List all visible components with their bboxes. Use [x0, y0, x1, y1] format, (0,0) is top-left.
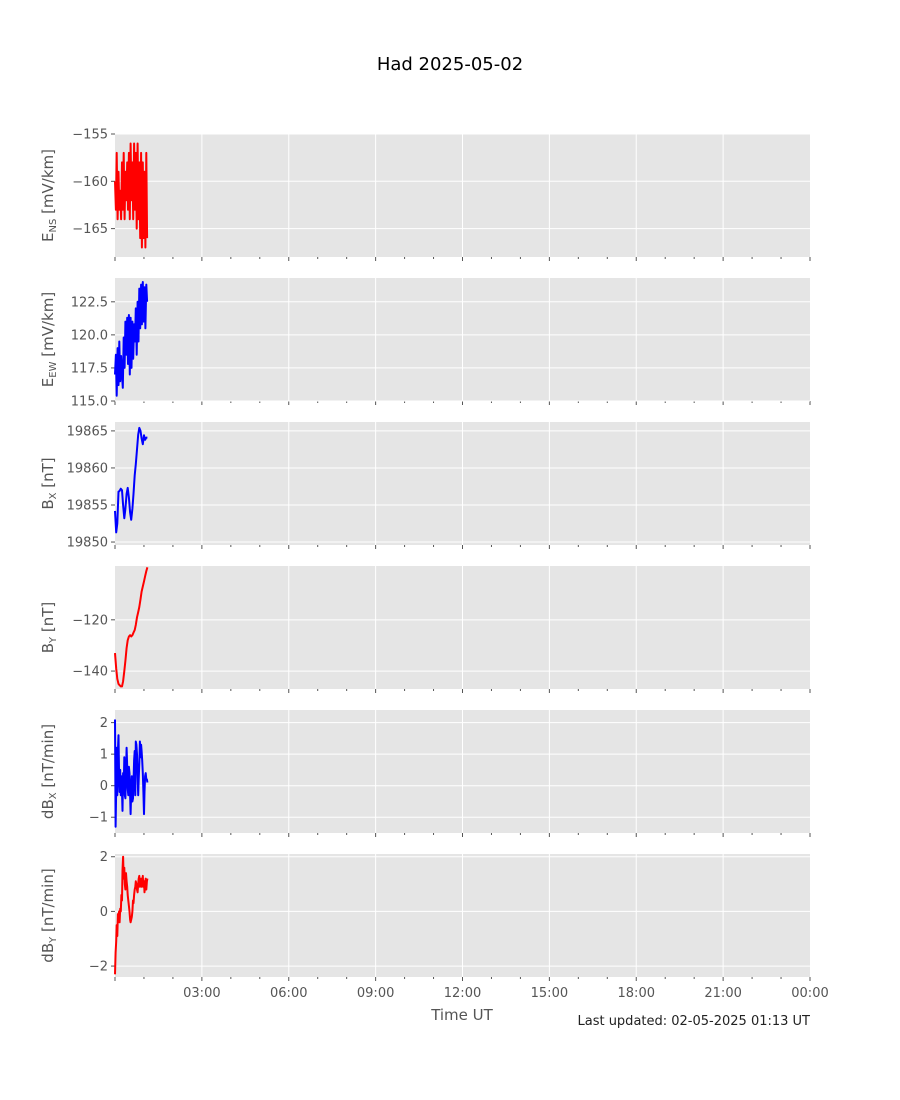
series-line	[114, 855, 149, 975]
x-tick-label: 12:00	[444, 986, 481, 1001]
panel-1: −155 −160 −165 ENS [mV/km]	[39, 128, 811, 261]
panel-2: 115.0 117.5 120.0 122.5 EEW [mV/km]	[39, 278, 811, 410]
y-tick-label: −2	[89, 960, 108, 975]
last-updated-note: Last updated: 02-05-2025 01:13 UT	[577, 1014, 810, 1029]
y-tick-label: 0	[100, 905, 108, 920]
y-axis-label: dBX [nT/min]	[39, 724, 59, 819]
x-tick-label: 03:00	[183, 986, 220, 1001]
y-tick-label: 120.0	[71, 328, 108, 343]
y-tick-label: 1	[100, 748, 108, 763]
x-tick-label: 09:00	[357, 986, 394, 1001]
y-tick-label: 0	[100, 779, 108, 794]
chart-title: Had 2025-05-02	[377, 54, 523, 75]
y-axis-label: BY [nT]	[39, 602, 59, 654]
y-tick-label: 117.5	[71, 361, 108, 376]
x-axis-label: Time UT	[430, 1006, 493, 1024]
y-tick-label: 115.0	[71, 395, 108, 410]
y-tick-label: 2	[100, 850, 108, 865]
y-tick-label: 19865	[67, 424, 108, 439]
series-line	[114, 281, 149, 397]
y-tick-label: −155	[72, 128, 108, 143]
panel-6: 2 0 −2 dBY [nT/min] 03:00 06:00 09:00 12:00 15:0…	[39, 850, 829, 1001]
series-line	[114, 142, 149, 249]
y-tick-label: −120	[72, 613, 108, 628]
y-axis-label: ENS [mV/km]	[39, 149, 59, 242]
y-tick-label: 2	[100, 716, 108, 731]
series-line	[114, 567, 149, 688]
y-tick-label: 19850	[67, 536, 108, 551]
panel-4: −120 −140 BY [nT]	[39, 566, 811, 693]
y-tick-label: 19860	[67, 461, 108, 476]
x-tick-label: 00:00	[791, 986, 828, 1001]
y-tick-label: −165	[72, 222, 108, 237]
y-tick-label: 19855	[67, 498, 108, 513]
y-tick-label: 122.5	[71, 295, 108, 310]
y-tick-label: −1	[89, 811, 108, 826]
x-tick-label: 21:00	[704, 986, 741, 1001]
y-axis-label: BX [nT]	[39, 457, 59, 509]
x-tick-label: 06:00	[270, 986, 307, 1001]
panel-3: 19850 19855 19860 19865 BX [nT]	[39, 422, 811, 551]
series-line	[114, 426, 148, 534]
y-axis-label: dBY [nT/min]	[39, 868, 59, 962]
panel-5: 2 1 0 −1 dBX [nT/min]	[39, 710, 811, 837]
y-tick-label: −140	[72, 665, 108, 680]
series-line	[114, 719, 149, 828]
y-axis-label: EEW [mV/km]	[39, 292, 59, 387]
x-tick-label: 15:00	[531, 986, 568, 1001]
x-tick-label: 18:00	[618, 986, 655, 1001]
y-tick-label: −160	[72, 175, 108, 190]
